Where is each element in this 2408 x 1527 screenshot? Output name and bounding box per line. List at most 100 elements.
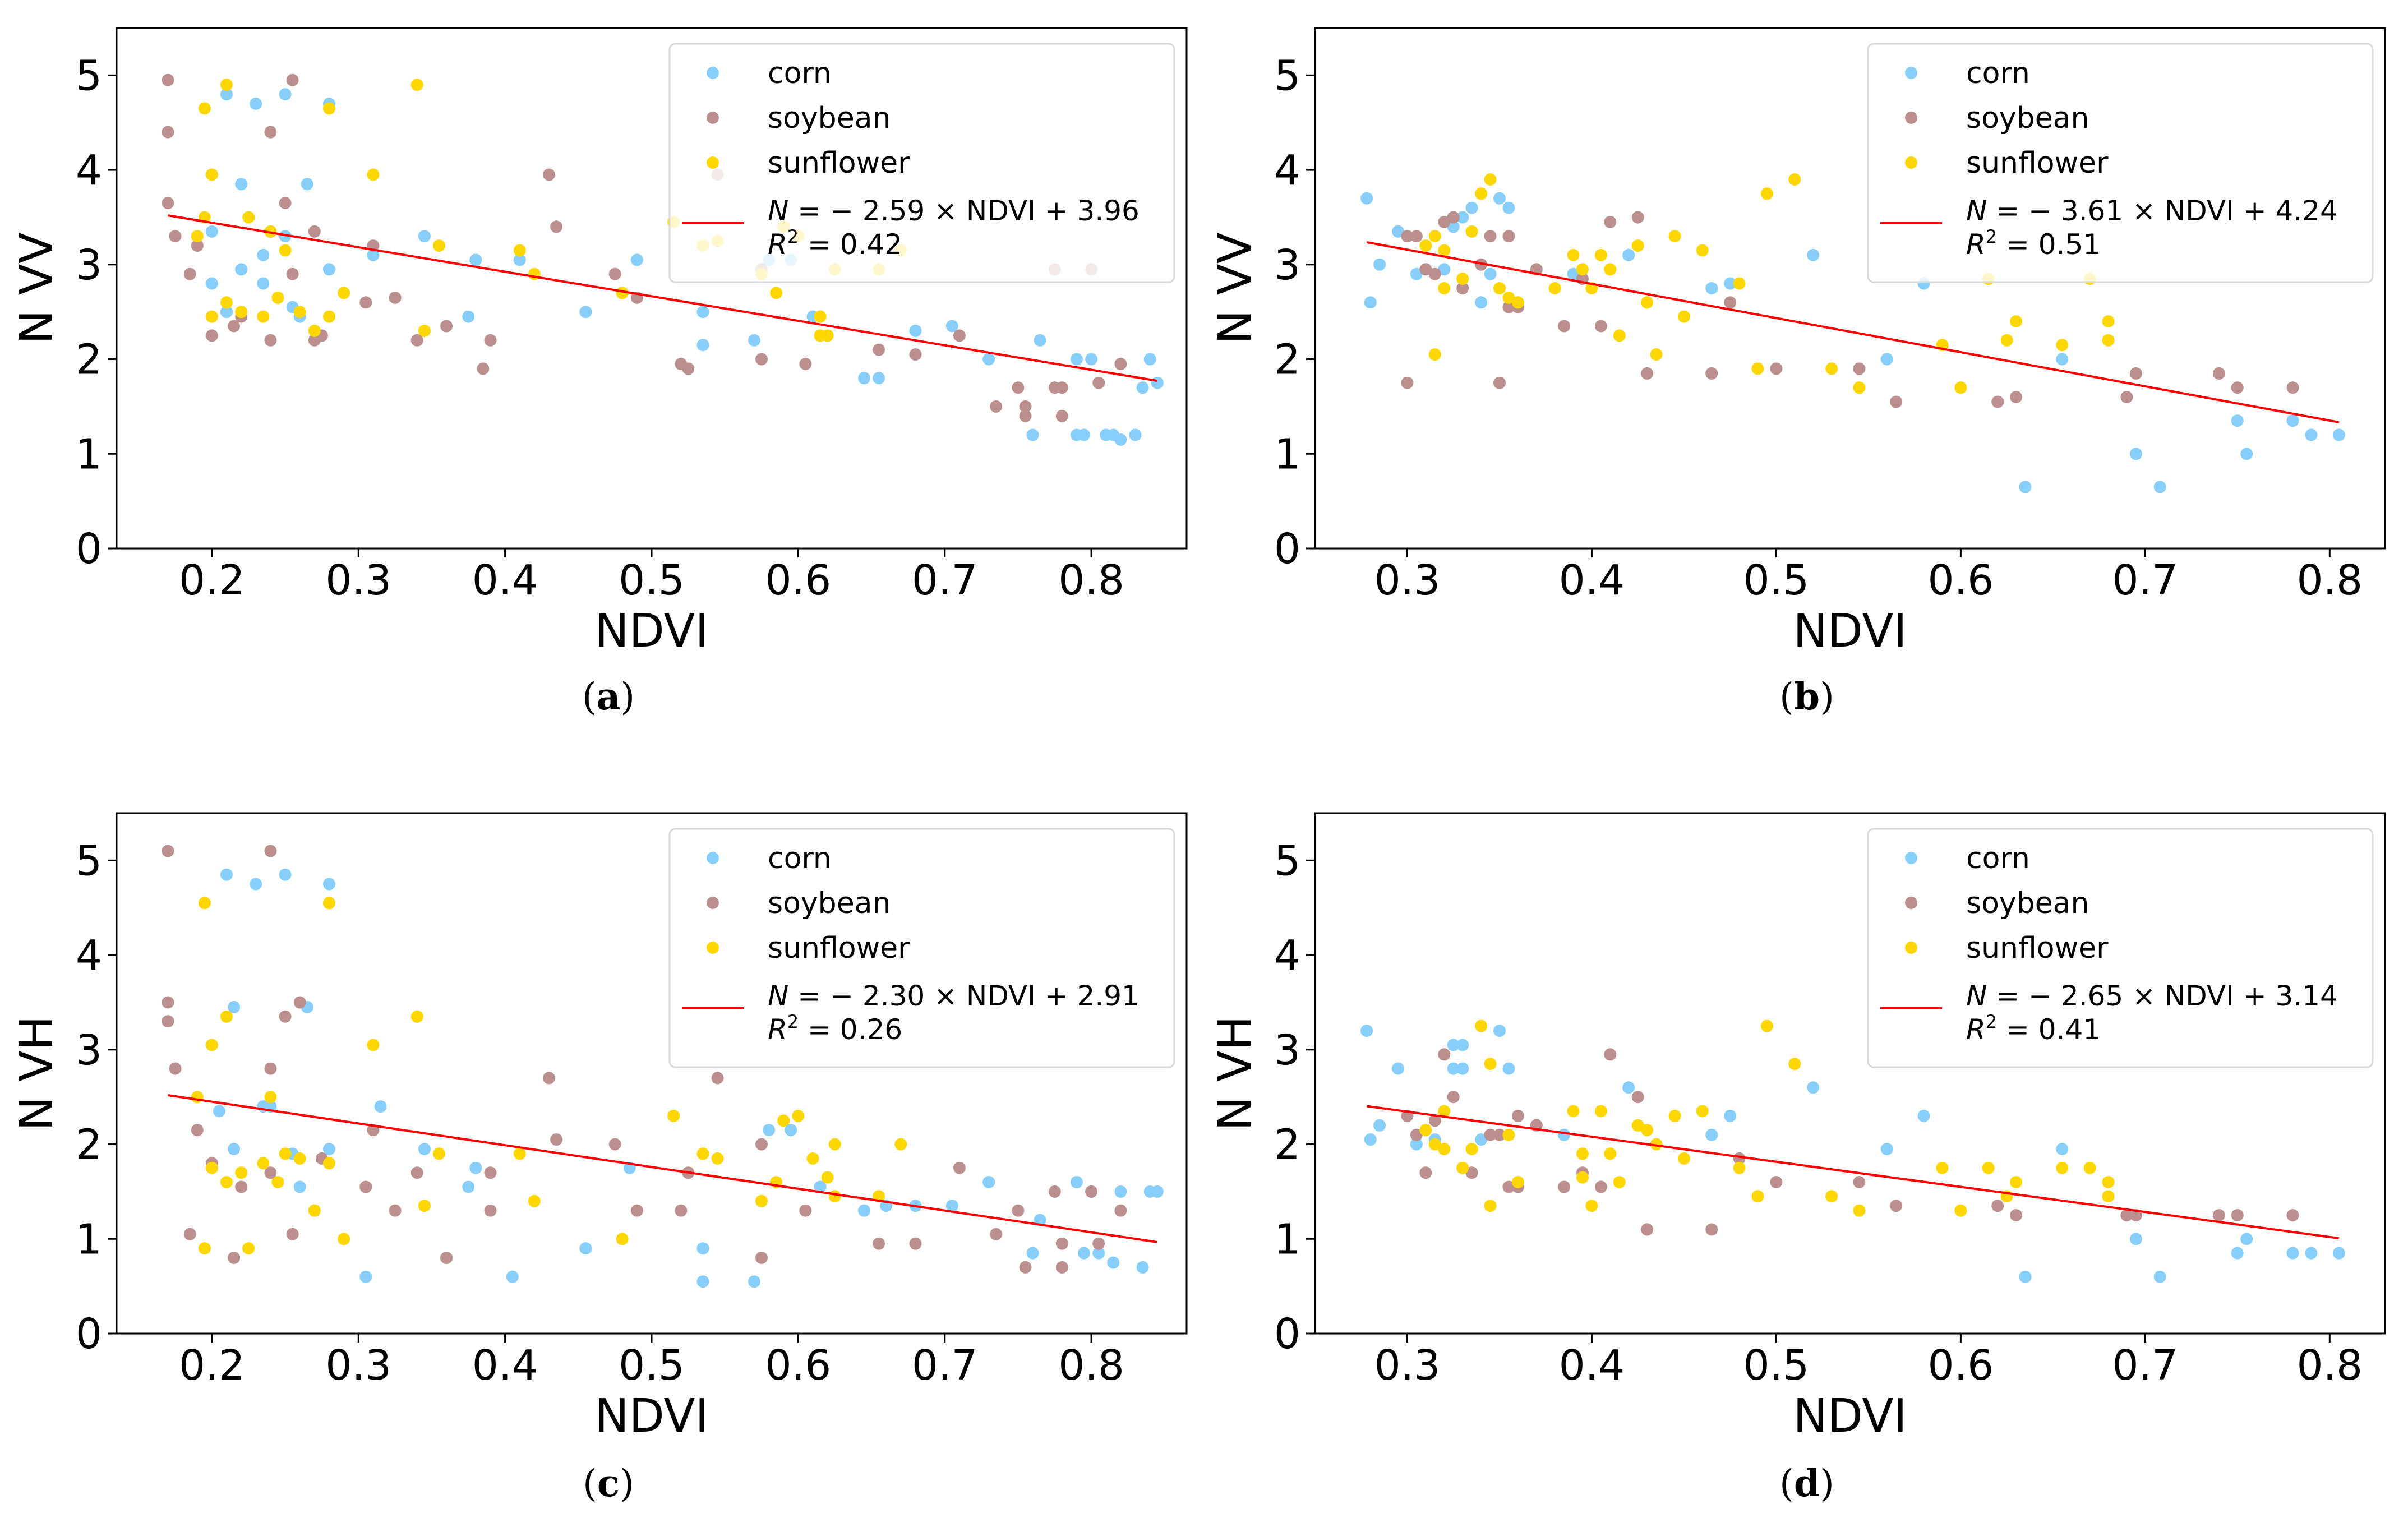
corn-point [469,253,482,266]
corn-point [250,98,262,110]
corn-point [2332,1247,2345,1260]
corn-point [1622,248,1635,261]
sunflower-point [1456,1161,1469,1174]
corn-point [1034,334,1046,347]
legend-label-soybean: soybean [1966,102,2089,135]
sunflower-point [828,1190,841,1203]
soybean-point [550,1133,563,1146]
sunflower-point [271,291,284,304]
sunflower-point [1576,1171,1589,1184]
sunflower-point [205,1039,218,1051]
corn-point [763,1124,776,1137]
sunflower-point [257,1157,270,1170]
sunflower-point [220,79,233,91]
corn-point [220,868,233,881]
soybean-point [608,1138,621,1151]
soybean-point [909,348,922,361]
soybean-point [235,1180,248,1193]
legend-marker-soybean [1905,112,1917,124]
soybean-point [286,73,299,86]
corn-point [1807,1081,1820,1094]
sunflower-point [755,1194,768,1207]
sunflower-point [1853,381,1866,394]
x-tick-label: 0.4 [472,556,538,605]
y-tick-label: 5 [1274,52,1300,100]
corn-point [1456,1039,1469,1051]
soybean-point [909,1237,922,1250]
corn-point [279,868,292,881]
soybean-point [1019,400,1032,413]
corn-point [1567,267,1580,280]
legend-label-sunflower: sunflower [1966,931,2109,965]
corn-point [1107,1256,1120,1269]
corn-point [1085,353,1098,366]
corn-point [1034,1214,1046,1226]
corn-point [205,225,218,238]
sunflower-point [308,324,321,337]
regression-equation: N = − 2.65 × NDVI + 3.14 [1966,980,2338,1012]
soybean-point [286,1228,299,1240]
x-tick-label: 0.3 [1374,556,1441,605]
corn-point [1438,263,1451,276]
sunflower-point [198,897,211,910]
sunflower-point [205,310,218,323]
soybean-point [1853,362,1866,375]
corn-point [228,1000,241,1013]
legend-label-corn: corn [768,57,832,90]
soybean-point [1019,1261,1032,1274]
corn-point [1493,1025,1506,1037]
r-squared-label: R2 = 0.26 [768,1011,902,1046]
sunflower-point [1853,1204,1866,1217]
corn-point [1558,1128,1571,1141]
sunflower-point [2102,315,2115,328]
sunflower-point [1631,239,1644,252]
soybean-point [1012,381,1025,394]
y-tick-label: 5 [76,837,102,885]
y-tick-label: 1 [76,1215,102,1263]
corn-point [213,1105,225,1118]
soybean-point [873,1237,885,1250]
soybean-point [2212,1209,2225,1222]
sunflower-point [777,1114,790,1127]
sunflower-point [1613,329,1626,342]
soybean-point [1447,211,1460,224]
x-tick-label: 0.6 [765,556,832,605]
sunflower-point [323,310,335,323]
sunflower-point [1419,239,1432,252]
x-tick-label: 0.7 [2112,556,2179,605]
sunflower-point [828,1138,841,1151]
corn-point [748,1275,760,1288]
y-tick-label: 4 [76,931,102,980]
sunflower-point [1641,1124,1654,1137]
sunflower-point [2010,1176,2023,1188]
soybean-point [1493,376,1506,389]
corn-point [1151,376,1164,389]
corn-point [909,324,922,337]
y-tick-label: 2 [1274,336,1300,384]
sunflower-point [1954,381,1967,394]
soybean-point [1475,258,1488,271]
sunflower-point [418,324,431,337]
r-squared-label: R2 = 0.41 [1966,1011,2101,1046]
soybean-point [1991,1200,2004,1212]
x-tick-label: 0.7 [2112,1341,2179,1390]
sunflower-point [814,310,827,323]
x-tick-label: 0.8 [1058,1341,1124,1390]
soybean-point [2286,1209,2299,1222]
soybean-point [1438,215,1451,228]
sunflower-point [513,244,526,257]
corn-point [1373,258,1386,271]
soybean-point [1631,211,1644,224]
soybean-point [1055,1237,1068,1250]
x-tick-label: 0.8 [1058,556,1124,605]
soybean-point [477,362,490,375]
corn-point [1071,353,1083,366]
y-tick-label: 0 [1274,1310,1300,1358]
sunflower-point [2056,1161,2069,1174]
soybean-point [1641,367,1654,380]
sunflower-point [2102,1176,2115,1188]
chart-panel-c: 0.2 0.3 0.4 0.5 0.6 0.7 0.8 0 1 2 3 4 5 NDVI N VH corn s… [10,812,1188,1505]
corn-point [220,306,233,319]
soybean-point [264,334,277,347]
soybean-point [440,320,453,333]
